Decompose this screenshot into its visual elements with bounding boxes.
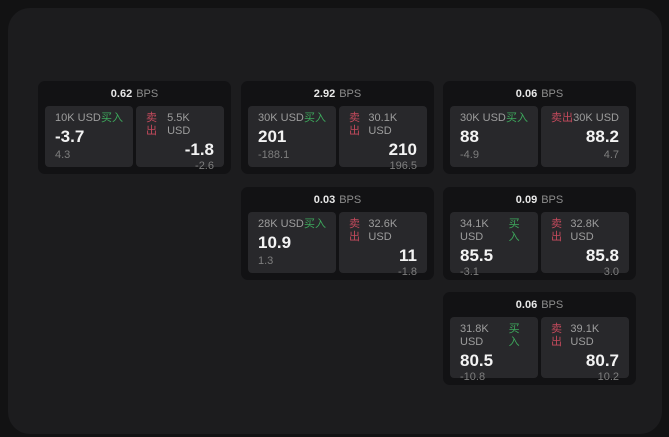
sell-tile[interactable]: 卖出 5.5K USD -1.8 -2.6: [136, 106, 224, 172]
buy-tile[interactable]: 30K USD 买入 88 -4.9: [450, 106, 538, 167]
sell-side-label: 卖出: [146, 112, 157, 137]
bps-unit-label: BPS: [339, 87, 362, 100]
sell-amount: 32.6K USD: [368, 218, 398, 243]
quote-card: 0.06 BPS 30K USD 买入 88 -4.9 卖出 30K USD 8…: [443, 81, 636, 174]
bps-value: 0.09: [515, 193, 538, 206]
sell-price: 85.8: [585, 246, 619, 265]
bps-value: 0.06: [515, 87, 538, 100]
quote-card: 2.92 BPS 30K USD 买入 201 -188.1 卖出 30.1K …: [241, 81, 434, 174]
sell-side-label: 卖出: [349, 112, 360, 137]
bps-unit-label: BPS: [136, 87, 159, 100]
sell-delta: 10.2: [597, 371, 619, 383]
bps-unit-label: BPS: [541, 87, 564, 100]
buy-delta: 1.3: [258, 255, 274, 267]
bps-unit-label: BPS: [339, 193, 362, 206]
bps-unit-label: BPS: [541, 193, 564, 206]
quote-card: 0.09 BPS 34.1K USD 买入 85.5 -3.1 卖出 32.8K…: [443, 187, 636, 280]
buy-delta: -10.8: [460, 371, 486, 383]
sell-amount: 30.1K USD: [368, 112, 398, 137]
bps-value: 0.06: [515, 298, 538, 311]
sell-side-label: 卖出: [349, 218, 360, 243]
sell-tile[interactable]: 卖出 32.8K USD 85.8 3.0: [541, 212, 629, 278]
sell-side-label: 卖出: [551, 112, 573, 124]
sell-tile[interactable]: 卖出 32.6K USD 11 -1.8: [339, 212, 427, 278]
buy-price: 85.5: [460, 246, 494, 265]
buy-side-label: 买入: [506, 112, 528, 124]
sell-amount: 39.1K USD: [570, 323, 600, 348]
sell-delta: 196.5: [389, 160, 417, 172]
buy-tile[interactable]: 10K USD 买入 -3.7 4.3: [45, 106, 133, 167]
buy-amount: 30K USD: [258, 112, 304, 124]
buy-amount: 30K USD: [460, 112, 506, 124]
bps-header: 0.03 BPS: [241, 187, 434, 212]
sell-side-label: 卖出: [551, 323, 562, 348]
buy-amount: 31.8K USD: [460, 323, 489, 348]
bps-unit-label: BPS: [541, 298, 564, 311]
sell-amount: 5.5K USD: [167, 112, 191, 137]
buy-delta: -188.1: [258, 149, 290, 161]
buy-tile[interactable]: 30K USD 买入 201 -188.1: [248, 106, 336, 167]
buy-side-label: 买入: [508, 323, 520, 348]
sell-price: -1.8: [184, 140, 214, 159]
sell-tile[interactable]: 卖出 30.1K USD 210 196.5: [339, 106, 427, 172]
sell-amount: 30K USD: [573, 112, 619, 124]
bps-header: 0.62 BPS: [38, 81, 231, 106]
sell-tile[interactable]: 卖出 39.1K USD 80.7 10.2: [541, 317, 629, 383]
buy-tile[interactable]: 31.8K USD 买入 80.5 -10.8: [450, 317, 538, 383]
buy-price: 201: [258, 127, 287, 146]
sell-delta: -1.8: [398, 266, 417, 278]
buy-delta: 4.3: [55, 149, 71, 161]
buy-amount: 10K USD: [55, 112, 101, 124]
quote-card: 0.06 BPS 31.8K USD 买入 80.5 -10.8 卖出 39.1…: [443, 292, 636, 385]
sell-delta: 4.7: [603, 149, 619, 161]
buy-delta: -3.1: [460, 266, 479, 278]
bps-value: 0.62: [110, 87, 133, 100]
sell-price: 210: [388, 140, 417, 159]
bps-value: 0.03: [313, 193, 336, 206]
buy-price: -3.7: [55, 127, 85, 146]
buy-amount: 34.1K USD: [460, 218, 489, 243]
buy-tile[interactable]: 34.1K USD 买入 85.5 -3.1: [450, 212, 538, 278]
bps-header: 0.06 BPS: [443, 81, 636, 106]
sell-price: 88.2: [585, 127, 619, 146]
buy-tile[interactable]: 28K USD 买入 10.9 1.3: [248, 212, 336, 273]
bps-header: 0.09 BPS: [443, 187, 636, 212]
sell-delta: 3.0: [603, 266, 619, 278]
buy-amount: 28K USD: [258, 218, 304, 230]
buy-side-label: 买入: [508, 218, 520, 243]
buy-price: 10.9: [258, 233, 292, 252]
sell-tile[interactable]: 卖出 30K USD 88.2 4.7: [541, 106, 629, 167]
buy-side-label: 买入: [101, 112, 123, 124]
bps-header: 0.06 BPS: [443, 292, 636, 317]
sell-side-label: 卖出: [551, 218, 562, 243]
buy-delta: -4.9: [460, 149, 479, 161]
bps-header: 2.92 BPS: [241, 81, 434, 106]
buy-price: 88: [460, 127, 479, 146]
quote-card: 0.03 BPS 28K USD 买入 10.9 1.3 卖出 32.6K US…: [241, 187, 434, 280]
buy-side-label: 买入: [304, 218, 326, 230]
buy-price: 80.5: [460, 351, 494, 370]
sell-amount: 32.8K USD: [570, 218, 600, 243]
buy-side-label: 买入: [304, 112, 326, 124]
quote-card: 0.62 BPS 10K USD 买入 -3.7 4.3 卖出 5.5K USD…: [38, 81, 231, 174]
bps-value: 2.92: [313, 87, 336, 100]
sell-delta: -2.6: [195, 160, 214, 172]
sell-price: 80.7: [585, 351, 619, 370]
sell-price: 11: [399, 246, 417, 265]
